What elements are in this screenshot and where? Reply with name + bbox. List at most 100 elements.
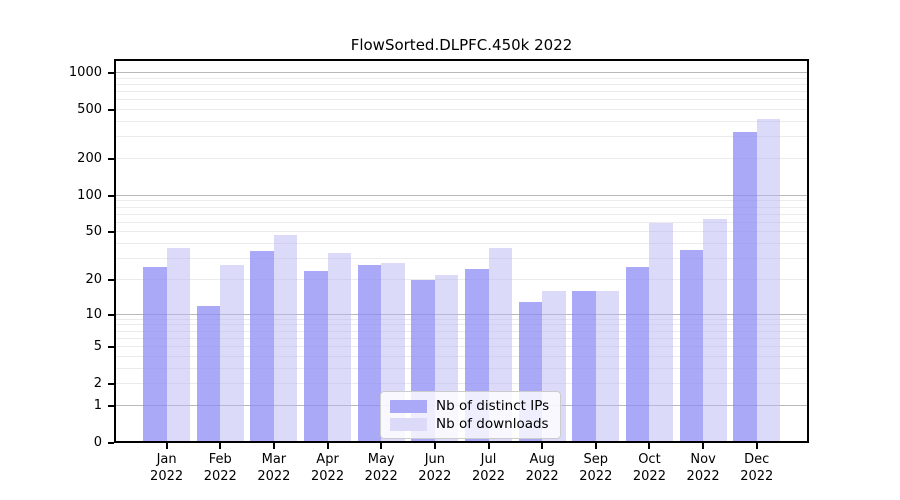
y-tick-mark [108,158,114,160]
bar-distinct-ips-may [357,264,382,443]
x-tick-label-month: Sep [583,452,609,467]
x-tick-label: Oct 2022 [621,451,677,485]
gridline-minor [114,213,809,215]
bar-distinct-ips-mar [250,251,274,443]
gridline-minor [114,330,809,332]
gridline-minor [114,258,809,260]
gridline-minor [114,221,809,223]
bar-downloads-sep [595,291,620,443]
x-tick-label: Sep 2022 [568,451,624,485]
y-tick-label: 10 [85,306,102,322]
legend-label-distinct-ips: Nb of distinct IPs [436,398,550,414]
bar-distinct-ips-nov [679,249,704,443]
gridline-minor [114,121,809,123]
y-tick-label: 0 [93,435,102,450]
x-tick-label-year: 2022 [471,469,506,484]
bar-distinct-ips-sep [572,291,596,443]
gridline-minor [114,367,809,369]
x-tick-mark [594,443,597,449]
x-tick-label: Apr 2022 [300,451,356,485]
x-tick-label-month: Jul [480,452,497,467]
gridline-minor [114,99,809,101]
x-tick-label: Dec 2022 [729,451,785,485]
gridline-minor [114,346,809,348]
gridline-minor [114,337,809,339]
x-tick-label-year: 2022 [740,469,774,484]
x-tick-mark [433,443,436,449]
x-tick-label-month: Jan [156,452,177,467]
gridlines-layer [114,59,809,443]
x-tick-label-month: Nov [690,452,716,467]
y-tick-mark [108,194,114,197]
y-tick-mark [108,442,114,444]
x-tick-mark [648,443,651,449]
bars-layer [114,59,809,443]
gridline-minor [114,324,809,326]
x-tick-mark [487,443,490,449]
gridline-minor [114,200,809,202]
x-tick-label-month: Feb [208,452,232,467]
x-tick-label-month: Dec [744,452,770,467]
y-tick-label: 5 [93,339,102,355]
x-tick-label-month: Apr [316,452,339,467]
y-tick-label: 50 [85,224,102,240]
x-tick-label-year: 2022 [257,469,291,484]
y-tick-mark [108,278,114,281]
bar-downloads-dec [756,119,781,443]
bar-downloads-apr [327,252,352,443]
gridline-minor [114,231,809,233]
legend-entry-distinct-ips: Nb of distinct IPs [390,397,549,415]
chart-title: FlowSorted.DLPFC.450k 2022 [350,36,573,54]
gridline-major [114,194,809,196]
y-tick-mark [108,109,114,112]
bar-distinct-ips-jan [143,266,167,443]
bar-downloads-nov [703,218,727,443]
gridline-minor [114,243,809,245]
x-tick-mark [272,443,275,449]
x-tick-label-year: 2022 [686,469,720,484]
x-tick-mark [165,443,168,449]
y-tick-mark [108,346,114,349]
legend-label-downloads: Nb of downloads [436,416,549,432]
bar-distinct-ips-apr [304,270,328,443]
x-tick-label: May 2022 [353,451,409,485]
gridline-minor [114,77,809,79]
gridline-minor [114,109,809,111]
gridline-minor [114,136,809,138]
gridline-minor [114,158,809,160]
x-tick-mark [541,443,544,449]
y-tick-label: 1 [93,397,102,413]
x-tick-label-year: 2022 [364,469,398,484]
bar-distinct-ips-oct [625,266,650,443]
y-tick-mark [108,383,114,386]
y-tick-mark [108,231,114,234]
x-tick-label-year: 2022 [203,469,237,484]
y-tick-label: 500 [77,102,102,118]
y-tick-label: 200 [77,151,102,166]
x-tick-label: Feb 2022 [192,451,248,485]
x-tick-mark [219,443,222,449]
legend-swatch-distinct-ips [390,399,427,413]
x-tick-mark [755,443,758,449]
x-tick-label: Jul 2022 [461,451,517,485]
legend: Nb of distinct IPs Nb of downloads [380,391,562,439]
gridline-minor [114,383,809,385]
plot-area [114,59,809,443]
y-tick-mark [108,72,114,75]
y-tick-mark [108,313,114,316]
x-tick-mark [326,443,329,449]
gridline-minor [114,206,809,208]
x-tick-label: Aug 2022 [514,451,570,485]
legend-entry-downloads: Nb of downloads [390,415,549,433]
x-tick-label: Jun 2022 [407,451,463,485]
legend-swatch-downloads [390,417,427,431]
x-tick-label-year: 2022 [632,469,666,484]
bar-downloads-mar [273,234,298,443]
y-tick-label: 100 [77,187,102,203]
gridline-major [114,313,809,315]
gridline-minor [114,83,809,85]
x-tick-label-year: 2022 [311,469,345,484]
x-tick-mark [702,443,705,449]
bar-distinct-ips-feb [196,305,221,443]
